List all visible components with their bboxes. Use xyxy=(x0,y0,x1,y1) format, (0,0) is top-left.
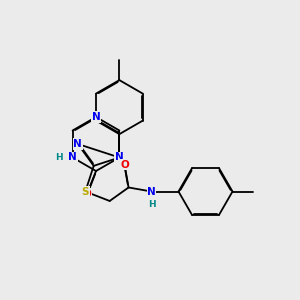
Text: S: S xyxy=(82,187,89,196)
Text: O: O xyxy=(120,160,129,170)
Text: N: N xyxy=(68,152,77,163)
Text: O: O xyxy=(82,189,91,199)
Text: H: H xyxy=(148,200,155,208)
Text: N: N xyxy=(92,112,100,122)
Text: H: H xyxy=(55,153,63,162)
Text: N: N xyxy=(147,187,156,196)
Text: N: N xyxy=(115,152,124,163)
Text: N: N xyxy=(74,139,82,149)
